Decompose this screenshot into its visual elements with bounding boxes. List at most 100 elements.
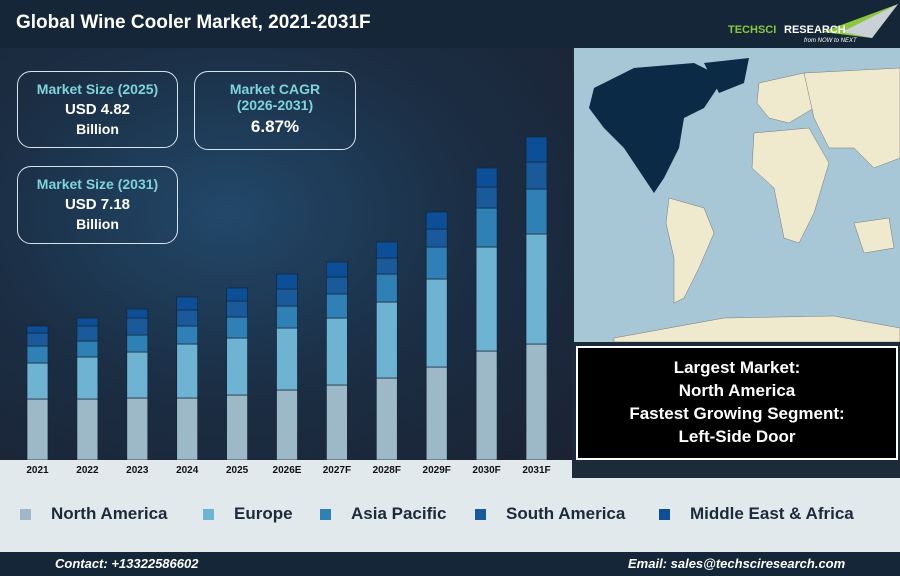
bar-segment-south-america-2030F	[475, 186, 498, 209]
bar-segment-middle-east-africa-2024	[176, 296, 199, 311]
bar-segment-europe-2025	[226, 337, 248, 396]
legend-item: Middle East & Africa	[659, 504, 854, 524]
map-africa	[751, 127, 830, 244]
world-map	[574, 48, 900, 343]
stacked-bar-chart	[26, 136, 548, 461]
bar-segment-middle-east-africa-2026E	[276, 273, 298, 290]
contact-email: Email: sales@techsciresearch.com	[628, 556, 846, 571]
bar-segment-north-america-2024	[176, 397, 199, 461]
card-unit: Billion	[76, 121, 119, 137]
legend-label: Europe	[234, 504, 293, 523]
legend-item: South America	[475, 504, 625, 524]
bar-segment-asia-pacific-2023	[126, 334, 149, 353]
x-axis-strip	[0, 460, 572, 478]
bar-segment-south-america-2026E	[276, 288, 298, 307]
bar-segment-north-america-2023	[126, 397, 149, 461]
fastest-segment-label: Fastest Growing Segment:	[629, 404, 845, 423]
bar-segment-asia-pacific-2026E	[276, 305, 298, 329]
card-unit: Billion	[76, 216, 119, 232]
bar-segment-south-america-2021	[26, 332, 49, 347]
legend-swatch	[203, 508, 214, 520]
bar-segment-asia-pacific-2028F	[375, 273, 398, 303]
page-title: Global Wine Cooler Market, 2021-2031F	[16, 12, 371, 33]
bar-segment-middle-east-africa-2028F	[375, 241, 398, 259]
map-asia	[803, 67, 900, 169]
card-sub: (2026-2031)	[236, 97, 314, 113]
bar-segment-south-america-2028F	[375, 257, 398, 275]
svg-text:from NOW to NEXT: from NOW to NEXT	[804, 38, 858, 44]
legend-swatch	[475, 508, 486, 520]
contact-phone: Contact: +13322586602	[55, 556, 199, 571]
bar-segment-middle-east-africa-2027F	[326, 261, 348, 278]
market-size-2031-card: Market Size (2031) USD 7.18 Billion	[17, 166, 178, 244]
legend-item: Asia Pacific	[320, 504, 446, 524]
legend-item: North America	[20, 504, 168, 524]
x-tick-label: 2029F	[423, 465, 451, 476]
bar-segment-south-america-2031F	[525, 161, 548, 190]
x-tick-label: 2025	[226, 465, 249, 476]
key-insights-box: Largest Market: North America Fastest Gr…	[576, 346, 898, 460]
x-tick-label: 2026E	[273, 465, 302, 476]
x-tick-label: 2027F	[323, 465, 351, 476]
bar-segment-europe-2021	[26, 362, 49, 400]
x-tick-label: 2024	[176, 465, 199, 476]
bar-segment-europe-2027F	[326, 317, 348, 386]
x-tick-label: 2031F	[522, 465, 550, 476]
bar-segment-middle-east-africa-2025	[226, 287, 248, 302]
card-value: USD 7.18	[64, 196, 131, 213]
bar-segment-europe-2030F	[475, 246, 498, 352]
x-tick-label: 2028F	[373, 465, 401, 476]
market-cagr-card: Market CAGR (2026-2031) 6.87%	[194, 71, 356, 150]
x-tick-label: 2022	[76, 465, 99, 476]
card-label: Market Size (2025)	[36, 81, 159, 97]
techsci-logo: TECHSCI RESEARCH from NOW to NEXT	[728, 4, 898, 44]
map-north-america	[589, 63, 724, 193]
fastest-segment-value: Left-Side Door	[678, 427, 796, 446]
largest-market-value: North America	[678, 381, 796, 400]
bar-segment-asia-pacific-2030F	[475, 207, 498, 248]
bar-segment-asia-pacific-2029F	[425, 246, 448, 280]
bar-segment-north-america-2030F	[475, 350, 498, 461]
bar-segment-south-america-2027F	[326, 276, 348, 295]
svg-text:TECHSCI: TECHSCI	[728, 24, 776, 36]
market-size-2025-card: Market Size (2025) USD 4.82 Billion	[17, 71, 178, 148]
bar-segment-north-america-2026E	[276, 389, 298, 461]
header: Global Wine Cooler Market, 2021-2031F TE…	[0, 0, 900, 48]
bar-segment-north-america-2022	[76, 398, 99, 461]
svg-text:RESEARCH: RESEARCH	[784, 24, 846, 36]
card-value: 6.87%	[250, 117, 300, 136]
map-australia	[853, 217, 895, 254]
x-tick-label: 2021	[26, 465, 49, 476]
legend-swatch	[20, 508, 31, 520]
bar-segment-asia-pacific-2025	[226, 316, 248, 339]
bar-segment-europe-2031F	[525, 233, 548, 345]
bar-segment-europe-2023	[126, 351, 149, 399]
card-value: USD 4.82	[64, 101, 131, 118]
bar-segment-asia-pacific-2027F	[326, 293, 348, 319]
bar-segment-europe-2028F	[375, 301, 398, 379]
legend-label: Asia Pacific	[351, 504, 447, 523]
legend-label: North America	[51, 504, 168, 523]
bar-segment-north-america-2027F	[326, 384, 348, 461]
map-greenland	[704, 58, 749, 93]
bar-segment-asia-pacific-2024	[176, 325, 199, 345]
bar-segment-europe-2029F	[425, 278, 448, 368]
legend-label: Middle East & Africa	[690, 504, 854, 523]
bar-segment-middle-east-africa-2030F	[475, 167, 498, 188]
bar-segment-south-america-2023	[126, 317, 149, 336]
bar-segment-north-america-2031F	[525, 343, 548, 461]
bar-segment-europe-2026E	[276, 327, 298, 391]
footer: Contact: +13322586602 Email: sales@techs…	[0, 552, 900, 576]
bar-segment-south-america-2024	[176, 309, 199, 327]
bar-segment-north-america-2029F	[425, 366, 448, 461]
bar-segment-south-america-2029F	[425, 228, 448, 248]
bar-segment-middle-east-africa-2031F	[525, 136, 548, 163]
bar-segment-asia-pacific-2022	[76, 340, 99, 358]
legend: North America Europe Asia Pacific South Ame…	[0, 478, 900, 552]
legend-label: South America	[506, 504, 626, 523]
bar-segment-north-america-2025	[226, 394, 248, 461]
map-antarctica	[613, 315, 900, 343]
bar-segment-europe-2024	[176, 343, 199, 399]
legend-item: Europe	[203, 504, 293, 524]
bar-segment-asia-pacific-2021	[26, 345, 49, 364]
